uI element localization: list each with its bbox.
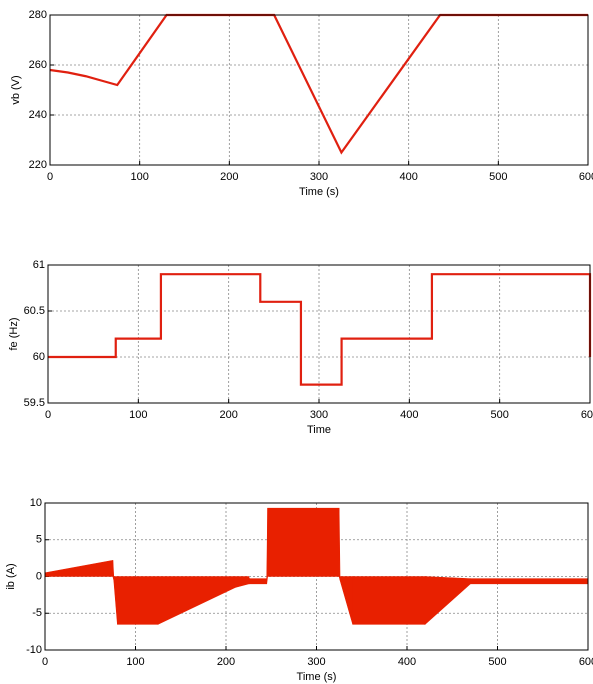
x-tick-label: 300 — [310, 409, 328, 421]
x-axis-label: Time (s) — [297, 671, 337, 683]
y-axis-label: vb (V) — [10, 75, 22, 104]
signal-band — [249, 578, 268, 585]
x-tick-label: 0 — [42, 656, 48, 668]
signal-band — [117, 576, 159, 625]
y-tick-label: -10 — [26, 644, 42, 656]
x-tick-label: 400 — [400, 409, 418, 421]
x-tick-label: 100 — [129, 409, 147, 421]
x-tick-label: 400 — [398, 656, 416, 668]
y-tick-label: 220 — [29, 159, 47, 171]
x-tick-label: 500 — [488, 656, 506, 668]
y-tick-label: 10 — [30, 497, 42, 509]
y-tick-label: 260 — [29, 59, 47, 71]
x-tick-label: 100 — [126, 656, 144, 668]
data-line — [49, 13, 588, 155]
x-tick-label: 200 — [220, 171, 238, 183]
x-tick-label: 200 — [217, 656, 235, 668]
y-tick-label: 60 — [33, 351, 45, 363]
y-tick-label: 240 — [29, 109, 47, 121]
x-tick-label: 400 — [399, 171, 417, 183]
signal-band — [267, 507, 340, 577]
y-tick-label: 0 — [36, 570, 42, 582]
plot-area — [50, 15, 588, 165]
x-tick-label: 0 — [47, 171, 53, 183]
data-line — [48, 273, 592, 386]
y-axis-label: fe (Hz) — [8, 318, 20, 351]
y-tick-label: 59.5 — [24, 397, 45, 409]
plot-frame — [44, 502, 589, 651]
x-tick-label: 600 — [579, 656, 593, 668]
plot-frame — [47, 264, 591, 404]
y-tick-label: 61 — [33, 259, 45, 271]
x-tick-label: 100 — [130, 171, 148, 183]
x-tick-label: 300 — [307, 656, 325, 668]
signal-band — [352, 576, 426, 625]
signal-band — [470, 578, 589, 585]
x-tick-label: 500 — [489, 171, 507, 183]
y-tick-label: 5 — [36, 534, 42, 546]
y-axis-label: ib (A) — [5, 563, 17, 589]
x-axis-label: Time (s) — [299, 186, 339, 198]
x-tick-label: 200 — [219, 409, 237, 421]
y-tick-label: 280 — [29, 9, 47, 21]
x-tick-label: 600 — [581, 409, 593, 421]
x-tick-label: 0 — [45, 409, 51, 421]
y-tick-label: 60.5 — [24, 305, 45, 317]
plot-frame — [49, 14, 589, 166]
x-tick-label: 600 — [579, 171, 593, 183]
y-tick-label: -5 — [32, 607, 42, 619]
x-tick-label: 300 — [310, 171, 328, 183]
x-tick-label: 500 — [490, 409, 508, 421]
x-axis-label: Time — [307, 424, 331, 436]
